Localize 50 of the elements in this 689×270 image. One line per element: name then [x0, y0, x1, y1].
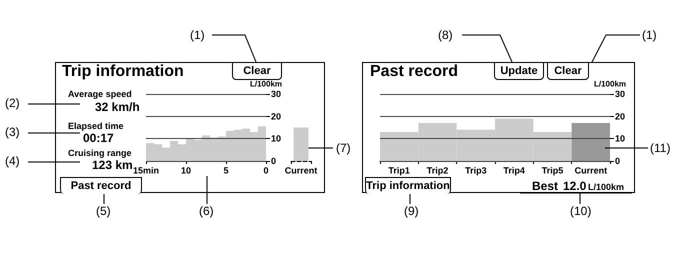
- y-tick-label: 10: [271, 134, 282, 144]
- x-tick-label: Current: [574, 166, 608, 176]
- y-tick-label: 10: [615, 134, 626, 144]
- text: 12.0: [563, 179, 586, 193]
- x-tick-label: 10: [180, 166, 192, 176]
- text: (2): [5, 96, 20, 110]
- text: Average speed: [68, 89, 132, 99]
- x-tick-label: Trip3: [465, 166, 487, 176]
- text: L/100km: [588, 182, 624, 192]
- y-axis-title: L/100km: [250, 80, 282, 88]
- text: (9): [404, 204, 419, 218]
- x-tick-label: 0: [263, 166, 269, 176]
- text: Past record: [70, 180, 132, 192]
- text: (5): [96, 204, 111, 218]
- text: (6): [199, 204, 214, 218]
- text: (10): [570, 204, 592, 218]
- x-tick-label: Trip2: [426, 166, 448, 176]
- x-tick-label: Trip1: [388, 166, 410, 176]
- text: Cruising range: [68, 148, 132, 158]
- text: Elapsed time: [68, 121, 124, 131]
- text: Best: [532, 179, 558, 193]
- bar: [572, 123, 610, 161]
- text: Clear: [554, 65, 582, 77]
- y-tick-label: 0: [615, 156, 620, 166]
- text: (8): [438, 28, 453, 42]
- chart-title: Trip information: [62, 63, 184, 81]
- chart-title: Past record: [370, 63, 458, 81]
- x-tick-label: Trip5: [542, 166, 564, 176]
- text: (4): [5, 154, 20, 168]
- x-tick-label: 15min: [133, 166, 160, 176]
- x-tick-label: 5: [223, 166, 229, 176]
- text: 32 km/h: [95, 100, 140, 114]
- y-tick-label: 20: [271, 111, 282, 122]
- text: (3): [5, 125, 20, 139]
- text: Clear: [243, 65, 271, 77]
- x-tick-label: Current: [284, 166, 318, 176]
- y-tick-label: 0: [271, 156, 276, 166]
- text: (11): [650, 141, 670, 155]
- x-tick-label: Trip4: [503, 166, 525, 176]
- text: Trip information: [366, 180, 450, 192]
- text: 123 km: [92, 158, 133, 172]
- text: Update: [500, 65, 538, 77]
- y-axis-title: L/100km: [594, 80, 626, 88]
- text: 00:17: [83, 131, 114, 145]
- text: (1): [190, 28, 205, 42]
- y-tick-label: 20: [615, 111, 626, 122]
- text: (1): [642, 28, 657, 42]
- y-tick-label: 30: [615, 89, 626, 99]
- text: (7): [336, 141, 351, 155]
- y-tick-label: 30: [271, 89, 282, 99]
